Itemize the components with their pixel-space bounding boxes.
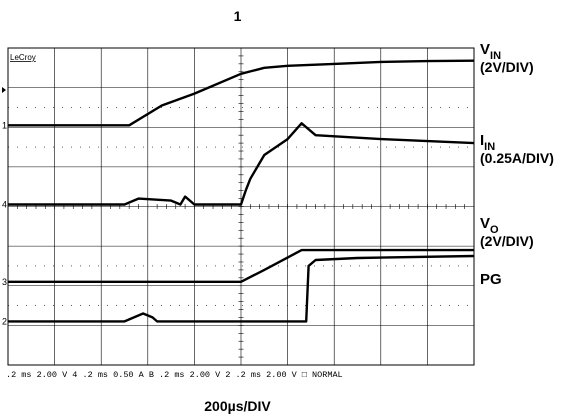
x-axis-label: 200µs/DIV — [204, 398, 271, 414]
series-label-iin: IIN (0.25A/DIV) — [480, 132, 554, 167]
series-label-vin: VIN (2V/DIV) — [480, 41, 534, 76]
label-main: PG — [480, 271, 502, 288]
label-scale: (2V/DIV) — [480, 59, 534, 75]
figure-number: 1 — [233, 8, 242, 24]
label-scale: (0.25A/DIV) — [480, 150, 554, 166]
channel-marker: 4 — [2, 200, 7, 210]
channel-marker: 1 — [2, 120, 7, 130]
oscilloscope-display: LeCroy 1 4 3 2 .2 ms 2.00 V 4 .2 ms 0.50 A … — [2, 47, 475, 380]
label-main: V — [480, 215, 491, 232]
label-sub: IN — [484, 141, 496, 153]
label-main: I — [480, 132, 485, 149]
channel-marker: 2 — [2, 316, 7, 326]
trigger-arrow — [2, 87, 6, 93]
label-scale: (2V/DIV) — [480, 233, 534, 249]
status-bar: .2 ms 2.00 V 4 .2 ms 0.50 A B .2 ms 2.00… — [6, 370, 343, 380]
label-sub: O — [490, 224, 499, 236]
trace-vin — [8, 59, 475, 127]
channel-marker: 3 — [2, 277, 7, 287]
brand-label: LeCroy — [10, 53, 36, 62]
traces-group — [8, 59, 475, 323]
trace-pg — [8, 254, 475, 323]
series-label-pg: PG — [480, 272, 502, 288]
series-label-vo: VO (2V/DIV) — [480, 215, 534, 250]
scope-grid — [7, 47, 475, 366]
channel-markers: 1 4 3 2 — [2, 120, 7, 326]
label-main: V — [480, 41, 491, 58]
label-sub: IN — [490, 50, 502, 62]
trace-iin — [8, 122, 475, 206]
trace-vo — [8, 248, 474, 284]
